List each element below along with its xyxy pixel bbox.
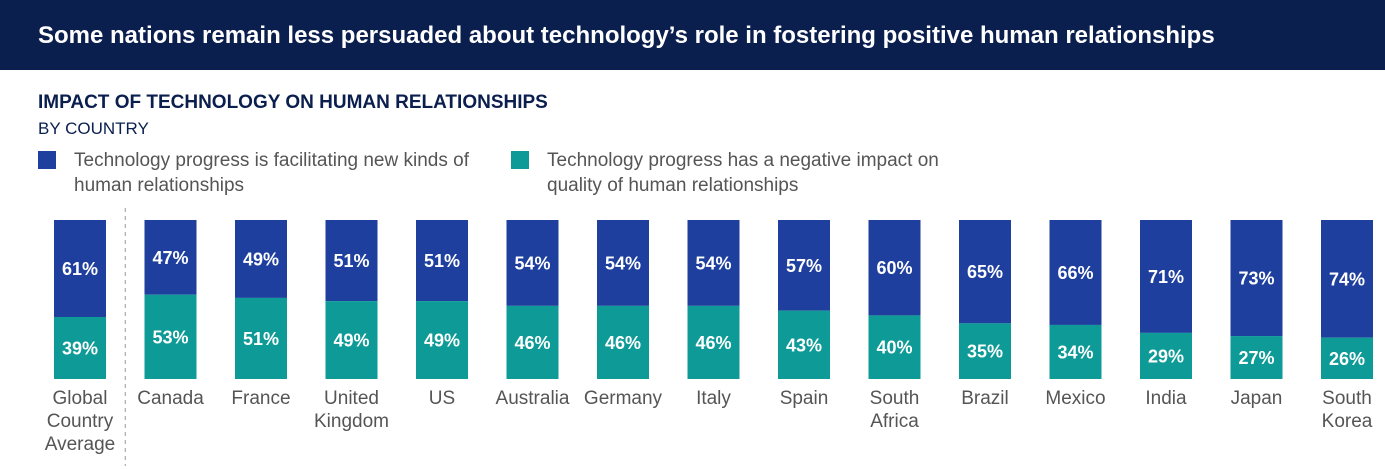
category-label-united-kingdom-line-1: United — [324, 388, 379, 409]
bar-positive-mexico — [1049, 220, 1102, 325]
category-label-australia: Australia — [496, 388, 570, 409]
category-label-us: US — [429, 388, 455, 409]
data-label-positive-india: 71% — [1148, 267, 1184, 287]
bar-negative-brazil — [959, 323, 1011, 379]
bar-negative-japan — [1230, 336, 1283, 379]
bar-positive-spain — [778, 220, 830, 311]
category-label-south-africa-line-2: Africa — [870, 411, 919, 432]
bar-negative-france — [235, 297, 287, 379]
bar-negative-australia — [506, 305, 559, 379]
data-label-positive-japan: 73% — [1238, 269, 1274, 289]
bar-positive-japan — [1230, 220, 1283, 337]
bar-negative-south-africa — [868, 315, 921, 379]
legend-label-positive: Technology progress is facilitating new … — [74, 150, 469, 196]
category-label-global-country-average-line-3: Average — [45, 434, 115, 455]
bar-positive-canada — [144, 220, 197, 295]
bar-negative-canada — [144, 294, 197, 379]
category-label-global-country-average-line-2: Country — [47, 411, 114, 432]
bar-negative-global-country-average — [54, 316, 106, 379]
bar-negative-south-korea — [1321, 337, 1373, 379]
data-label-positive-global-country-average: 61% — [62, 259, 98, 279]
bar-negative-mexico — [1049, 324, 1102, 379]
category-label-united-kingdom-line-2: Kingdom — [314, 411, 389, 432]
data-label-negative-japan: 27% — [1238, 348, 1274, 368]
data-label-positive-united-kingdom: 51% — [333, 251, 369, 271]
category-label-mexico: Mexico — [1045, 388, 1105, 409]
category-label-canada: Canada — [137, 388, 204, 409]
bar-positive-australia — [506, 220, 559, 306]
data-label-positive-spain: 57% — [786, 256, 822, 276]
data-label-positive-brazil: 65% — [967, 262, 1003, 282]
bar-positive-us — [416, 220, 468, 302]
data-label-positive-mexico: 66% — [1057, 263, 1093, 283]
category-label-south-korea-line-2: Korea — [1322, 411, 1373, 432]
data-label-negative-mexico: 34% — [1057, 342, 1093, 362]
data-label-negative-australia: 46% — [514, 333, 550, 353]
data-label-negative-south-korea: 26% — [1329, 349, 1365, 369]
data-label-positive-us: 51% — [424, 251, 460, 271]
data-label-negative-france: 51% — [243, 329, 279, 349]
bar-positive-germany — [597, 220, 649, 306]
data-label-negative-global-country-average: 39% — [62, 338, 98, 358]
category-label-india: India — [1145, 388, 1187, 409]
legend-swatch-positive — [38, 151, 56, 169]
bar-positive-south-africa — [868, 220, 921, 316]
bar-positive-global-country-average — [54, 220, 106, 317]
category-label-brazil: Brazil — [961, 388, 1009, 409]
bar-positive-india — [1140, 220, 1192, 333]
data-label-negative-spain: 43% — [786, 335, 822, 355]
data-label-positive-italy: 54% — [695, 253, 731, 273]
data-label-negative-canada: 53% — [152, 327, 188, 347]
bar-negative-united-kingdom — [325, 301, 378, 379]
legend-label-negative: Technology progress has a negative impac… — [547, 150, 939, 196]
bar-negative-us — [416, 301, 468, 379]
category-label-france: France — [231, 388, 290, 409]
category-label-spain: Spain — [780, 388, 829, 409]
legend-swatch-negative — [511, 151, 529, 169]
category-label-italy: Italy — [696, 388, 731, 409]
data-label-negative-italy: 46% — [695, 333, 731, 353]
data-label-negative-germany: 46% — [605, 333, 641, 353]
bar-negative-italy — [687, 305, 740, 379]
data-label-negative-india: 29% — [1148, 346, 1184, 366]
data-label-negative-brazil: 35% — [967, 342, 1003, 362]
bar-positive-south-korea — [1321, 220, 1373, 338]
bar-positive-brazil — [959, 220, 1011, 324]
bar-positive-united-kingdom — [325, 220, 378, 302]
category-label-south-korea-line-1: South — [1322, 388, 1372, 409]
data-label-negative-us: 49% — [424, 331, 460, 351]
header-banner: Some nations remain less persuaded about… — [0, 0, 1385, 70]
data-label-positive-canada: 47% — [152, 248, 188, 268]
data-label-positive-south-korea: 74% — [1329, 269, 1365, 289]
data-label-positive-south-africa: 60% — [876, 258, 912, 278]
category-label-germany: Germany — [584, 388, 663, 409]
bar-negative-germany — [597, 305, 649, 379]
category-label-south-africa-line-1: South — [870, 388, 920, 409]
bar-negative-india — [1140, 332, 1192, 379]
data-label-positive-australia: 54% — [514, 253, 550, 273]
category-label-global-country-average-line-1: Global — [53, 388, 108, 409]
data-label-negative-united-kingdom: 49% — [333, 331, 369, 351]
data-label-positive-germany: 54% — [605, 253, 641, 273]
bar-positive-italy — [687, 220, 740, 306]
banner-title: Some nations remain less persuaded about… — [38, 22, 1215, 49]
bar-negative-spain — [778, 310, 830, 379]
data-label-negative-south-africa: 40% — [876, 338, 912, 358]
bar-positive-france — [235, 220, 287, 298]
chart-title: IMPACT OF TECHNOLOGY ON HUMAN RELATIONSH… — [38, 92, 548, 113]
chart-subtitle: BY COUNTRY — [38, 119, 149, 138]
category-label-japan: Japan — [1231, 388, 1283, 409]
data-label-positive-france: 49% — [243, 249, 279, 269]
